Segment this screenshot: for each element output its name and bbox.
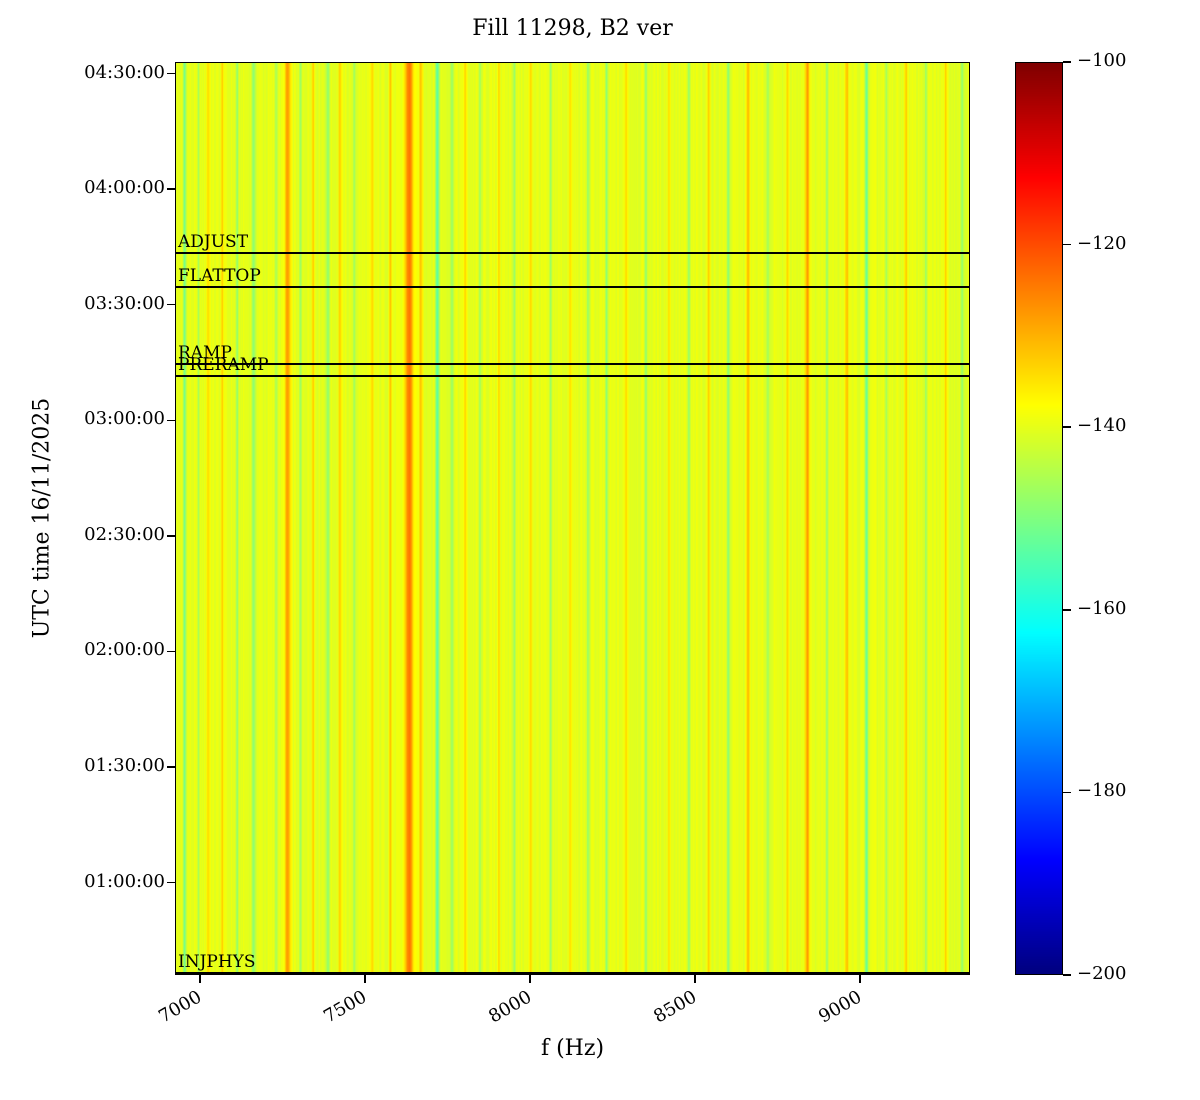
y-tick-label: 04:00:00 — [84, 177, 165, 199]
x-tick-mark — [199, 975, 201, 983]
annotation-label-injphys: INJPHYS — [178, 952, 256, 973]
chart-title: Fill 11298, B2 ver — [472, 16, 673, 41]
annotation-line-flattop — [176, 286, 969, 289]
annotation-label-flattop: FLATTOP — [178, 266, 261, 287]
annotation-line-preramp — [176, 375, 969, 378]
y-tick-label: 02:00:00 — [84, 639, 165, 661]
annotation-line-ramp — [176, 363, 969, 366]
y-tick-mark — [167, 188, 175, 190]
colorbar-canvas — [1016, 63, 1062, 974]
y-tick-label: 01:30:00 — [84, 754, 165, 776]
annotation-line-injphys — [176, 972, 969, 975]
plot-area: ADJUST FLATTOP RAMP PRERAMP INJPHYS — [175, 62, 970, 975]
colorbar-tick-label: −160 — [1077, 597, 1127, 619]
colorbar-tick-mark — [1063, 609, 1071, 611]
x-tick-mark — [529, 975, 531, 983]
y-tick-mark — [167, 419, 175, 422]
y-tick-label: 01:00:00 — [84, 870, 165, 892]
colorbar-tick-label: −200 — [1077, 963, 1127, 984]
x-axis-label: f (Hz) — [540, 1036, 605, 1061]
y-tick-mark — [167, 766, 175, 768]
colorbar — [1015, 62, 1063, 975]
y-tick-mark — [167, 650, 175, 653]
colorbar-tick-label: −120 — [1077, 232, 1127, 254]
colorbar-tick-label: −180 — [1077, 780, 1127, 802]
colorbar-tick-label: −140 — [1077, 415, 1127, 437]
annotation-label-preramp: PRERAMP — [178, 355, 269, 376]
colorbar-tick-mark — [1063, 243, 1071, 246]
y-tick-mark — [167, 303, 175, 306]
y-tick-label: 03:30:00 — [84, 292, 165, 314]
y-tick-label: 02:30:00 — [84, 523, 165, 545]
annotation-label-adjust: ADJUST — [178, 231, 249, 252]
annotation-line-adjust — [176, 251, 969, 254]
y-tick-mark — [167, 535, 175, 537]
x-tick-mark — [859, 975, 861, 983]
x-tick-mark — [694, 975, 696, 983]
colorbar-tick-mark — [1063, 426, 1071, 428]
colorbar-tick-mark — [1063, 791, 1071, 794]
colorbar-tick-label: −100 — [1077, 50, 1127, 71]
y-tick-label: 04:30:00 — [84, 61, 165, 83]
y-tick-mark — [167, 72, 175, 75]
annotation-label-ramp: RAMP — [178, 343, 232, 364]
y-axis-label: UTC time 16/11/2025 — [29, 397, 55, 639]
colorbar-tick-mark — [1063, 61, 1071, 63]
x-tick-mark — [364, 975, 366, 983]
y-tick-mark — [167, 881, 175, 884]
heatmap-canvas — [176, 63, 969, 974]
y-tick-label: 03:00:00 — [84, 408, 165, 430]
colorbar-tick-mark — [1063, 974, 1071, 976]
